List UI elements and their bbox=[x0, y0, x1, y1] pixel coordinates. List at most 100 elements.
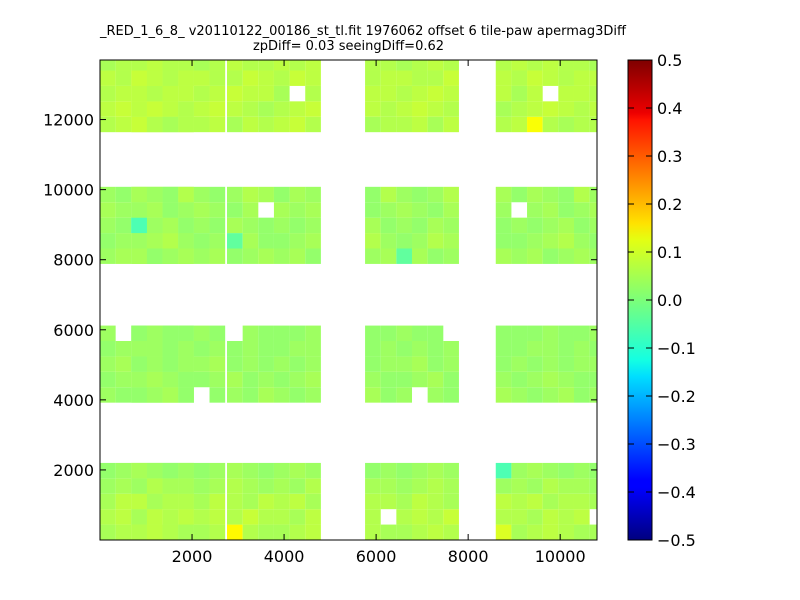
heatmap-cell bbox=[242, 509, 259, 525]
heatmap-cell bbox=[527, 248, 543, 264]
heatmap-cell bbox=[273, 509, 290, 525]
heatmap-cell bbox=[131, 248, 147, 264]
colorbar-tick-label: 0.4 bbox=[657, 99, 682, 118]
heatmap-cell bbox=[380, 202, 397, 218]
heatmap-cell bbox=[396, 524, 413, 540]
heatmap-cell bbox=[289, 202, 306, 218]
heatmap-cell bbox=[396, 509, 413, 525]
colorbar-tick-label: −0.3 bbox=[657, 435, 696, 454]
heatmap-cell bbox=[289, 371, 306, 388]
y-tick-label: 2000 bbox=[53, 461, 94, 480]
heatmap-cell bbox=[227, 116, 243, 133]
heatmap-cell bbox=[443, 356, 459, 372]
heatmap-cell bbox=[558, 493, 574, 510]
colorbar-tick-label: −0.2 bbox=[657, 387, 696, 406]
heatmap-cell bbox=[495, 462, 512, 479]
heatmap-cell bbox=[589, 202, 597, 218]
heatmap-cell bbox=[131, 85, 147, 102]
heatmap-cell bbox=[380, 186, 397, 203]
heatmap-cell bbox=[305, 478, 321, 494]
heatmap-cell bbox=[495, 70, 512, 86]
heatmap-cell bbox=[146, 356, 163, 372]
heatmap-cell bbox=[527, 509, 543, 525]
heatmap-cell bbox=[305, 202, 321, 218]
heatmap-cell bbox=[365, 248, 381, 264]
heatmap-cell bbox=[589, 116, 597, 133]
heatmap-cell bbox=[380, 248, 397, 264]
heatmap-cell bbox=[396, 85, 413, 102]
heatmap-cell bbox=[242, 70, 259, 86]
heatmap-cell bbox=[589, 493, 597, 510]
heatmap-cell bbox=[380, 233, 397, 249]
heatmap-cell bbox=[527, 387, 543, 403]
heatmap-cell bbox=[396, 478, 413, 494]
heatmap-cell bbox=[412, 248, 428, 264]
heatmap-cell bbox=[495, 387, 512, 403]
heatmap-cell bbox=[427, 524, 444, 540]
heatmap-cell bbox=[412, 509, 428, 525]
heatmap-cell bbox=[558, 340, 574, 357]
heatmap-cell bbox=[289, 101, 306, 117]
heatmap-cell bbox=[365, 509, 381, 525]
heatmap-cell bbox=[258, 248, 274, 264]
heatmap-cell bbox=[100, 233, 116, 249]
heatmap-cell bbox=[589, 524, 597, 540]
heatmap-cell bbox=[131, 116, 147, 133]
colorbar-tick-label: 0.0 bbox=[657, 291, 682, 310]
colorbar-tick-label: −0.5 bbox=[657, 531, 696, 550]
heatmap-cell bbox=[227, 70, 243, 86]
y-tick-label: 4000 bbox=[53, 391, 94, 410]
heatmap-cell bbox=[273, 462, 290, 479]
heatmap-cell bbox=[305, 509, 321, 525]
heatmap-cell bbox=[131, 462, 147, 479]
heatmap-cell bbox=[289, 524, 306, 540]
heatmap-cell bbox=[573, 356, 590, 372]
heatmap-cell bbox=[558, 371, 574, 388]
heatmap-cell bbox=[305, 60, 321, 71]
heatmap-cell bbox=[289, 493, 306, 510]
heatmap-cell bbox=[289, 248, 306, 264]
heatmap-cell bbox=[573, 116, 590, 133]
heatmap-cell bbox=[193, 509, 210, 525]
heatmap-cell bbox=[227, 101, 243, 117]
heatmap-cell bbox=[380, 524, 397, 540]
heatmap-cell bbox=[365, 85, 381, 102]
heatmap-cell bbox=[273, 248, 290, 264]
heatmap-cell bbox=[589, 371, 597, 388]
heatmap-cell bbox=[209, 85, 226, 102]
heatmap-cell bbox=[573, 233, 590, 249]
heatmap-cell bbox=[305, 325, 321, 341]
heatmap-cell bbox=[558, 101, 574, 117]
heatmap-cell bbox=[209, 325, 226, 341]
heatmap-cell bbox=[573, 387, 590, 403]
heatmap-cell bbox=[258, 116, 274, 133]
heatmap-cell bbox=[427, 233, 444, 249]
heatmap-cell bbox=[289, 478, 306, 494]
heatmap-cell bbox=[273, 101, 290, 117]
heatmap-cell bbox=[412, 478, 428, 494]
heatmap-cell bbox=[305, 70, 321, 86]
heatmap-cell bbox=[178, 101, 194, 117]
heatmap-cell bbox=[162, 387, 179, 403]
colorbar-axis: 0.5 0.4 0.3 0.2 0.1 0.0 −0.1 −0.2 −0.3 −0.4 −0.5 bbox=[628, 51, 696, 550]
heatmap-cell bbox=[558, 70, 574, 86]
heatmap-cell bbox=[427, 70, 444, 86]
heatmap-cell bbox=[178, 371, 194, 388]
heatmap-cell bbox=[427, 60, 444, 71]
heatmap-cell bbox=[146, 202, 163, 218]
heatmap-cell bbox=[558, 387, 574, 403]
heatmap-cell bbox=[115, 70, 132, 86]
heatmap-cell bbox=[162, 60, 179, 71]
colorbar-tick-label: −0.1 bbox=[657, 339, 696, 358]
heatmap-cell bbox=[227, 462, 243, 479]
heatmap-cell bbox=[365, 60, 381, 71]
heatmap-cell bbox=[162, 509, 179, 525]
heatmap-cell bbox=[527, 524, 543, 540]
heatmap-cell bbox=[242, 387, 259, 403]
heatmap-cell bbox=[178, 462, 194, 479]
heatmap-cell bbox=[589, 478, 597, 494]
heatmap-cell bbox=[115, 493, 132, 510]
heatmap-cell bbox=[527, 340, 543, 357]
heatmap-cell bbox=[365, 217, 381, 234]
heatmap-cell bbox=[511, 101, 528, 117]
